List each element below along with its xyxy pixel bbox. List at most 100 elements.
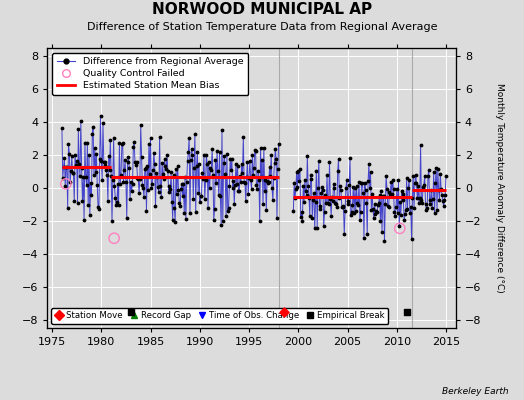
- Point: [144, 187, 152, 194]
- Point: [72, 161, 80, 168]
- Point: [410, 205, 418, 211]
- Point: [380, 238, 389, 244]
- Point: [118, 140, 127, 146]
- Point: [246, 177, 255, 184]
- Point: [116, 181, 124, 187]
- Point: [328, 194, 336, 200]
- Point: [101, 158, 110, 165]
- Point: [133, 174, 141, 181]
- Point: [62, 164, 70, 170]
- Point: [368, 190, 376, 197]
- Point: [377, 188, 385, 194]
- Point: [123, 159, 132, 165]
- Point: [89, 124, 97, 130]
- Point: [215, 149, 224, 156]
- Point: [118, 141, 126, 147]
- Point: [182, 216, 190, 222]
- Point: [311, 225, 319, 231]
- Point: [364, 178, 372, 184]
- Point: [82, 174, 90, 180]
- Point: [261, 176, 270, 183]
- Point: [432, 164, 440, 171]
- Point: [398, 191, 407, 198]
- Point: [91, 168, 100, 175]
- Point: [186, 210, 194, 216]
- Point: [115, 140, 124, 146]
- Point: [440, 197, 449, 204]
- Point: [213, 148, 221, 154]
- Point: [437, 185, 445, 192]
- Point: [385, 204, 393, 211]
- Point: [354, 202, 363, 208]
- Point: [206, 165, 215, 172]
- Point: [156, 183, 165, 190]
- Point: [210, 217, 218, 223]
- Point: [159, 171, 167, 178]
- Point: [161, 163, 170, 169]
- Point: [76, 173, 84, 180]
- Point: [409, 173, 418, 180]
- Point: [127, 308, 135, 315]
- Point: [333, 168, 342, 175]
- Point: [66, 179, 74, 185]
- Point: [177, 186, 185, 192]
- Point: [110, 235, 118, 242]
- Point: [402, 308, 411, 315]
- Point: [291, 195, 299, 201]
- Point: [174, 186, 183, 193]
- Y-axis label: Monthly Temperature Anomaly Difference (°C): Monthly Temperature Anomaly Difference (…: [495, 83, 504, 293]
- Point: [396, 225, 404, 232]
- Point: [315, 206, 324, 212]
- Point: [294, 168, 302, 175]
- Point: [398, 188, 406, 194]
- Point: [113, 198, 121, 205]
- Point: [172, 190, 181, 197]
- Point: [178, 193, 187, 200]
- Point: [259, 201, 267, 208]
- Point: [176, 203, 184, 209]
- Point: [392, 204, 400, 210]
- Point: [301, 176, 309, 183]
- Point: [170, 205, 179, 211]
- Point: [343, 198, 352, 204]
- Point: [265, 164, 274, 170]
- Point: [343, 176, 351, 183]
- Point: [169, 172, 178, 178]
- Point: [373, 208, 381, 215]
- Point: [379, 192, 388, 199]
- Point: [331, 200, 340, 206]
- Point: [169, 216, 177, 223]
- Point: [127, 179, 135, 185]
- Point: [154, 184, 162, 190]
- Point: [333, 204, 341, 210]
- Point: [348, 202, 357, 208]
- Point: [392, 186, 401, 192]
- Point: [422, 207, 431, 213]
- Point: [78, 198, 86, 204]
- Point: [136, 175, 144, 182]
- Point: [327, 212, 335, 219]
- Point: [308, 214, 316, 221]
- Point: [172, 166, 180, 172]
- Point: [403, 206, 412, 212]
- Point: [241, 179, 249, 186]
- Point: [153, 174, 161, 180]
- Point: [122, 178, 130, 185]
- Point: [248, 152, 257, 158]
- Point: [195, 161, 203, 167]
- Point: [157, 194, 166, 200]
- Point: [196, 193, 205, 199]
- Point: [81, 140, 89, 146]
- Text: Difference of Station Temperature Data from Regional Average: Difference of Station Temperature Data f…: [87, 22, 437, 32]
- Point: [110, 183, 118, 189]
- Point: [358, 179, 366, 186]
- Point: [236, 173, 244, 180]
- Point: [246, 158, 254, 164]
- Point: [417, 196, 425, 203]
- Point: [425, 201, 434, 208]
- Text: NORWOOD MUNICIPAL AP: NORWOOD MUNICIPAL AP: [152, 2, 372, 17]
- Point: [141, 165, 150, 172]
- Point: [60, 155, 69, 161]
- Point: [370, 200, 379, 207]
- Point: [297, 214, 305, 220]
